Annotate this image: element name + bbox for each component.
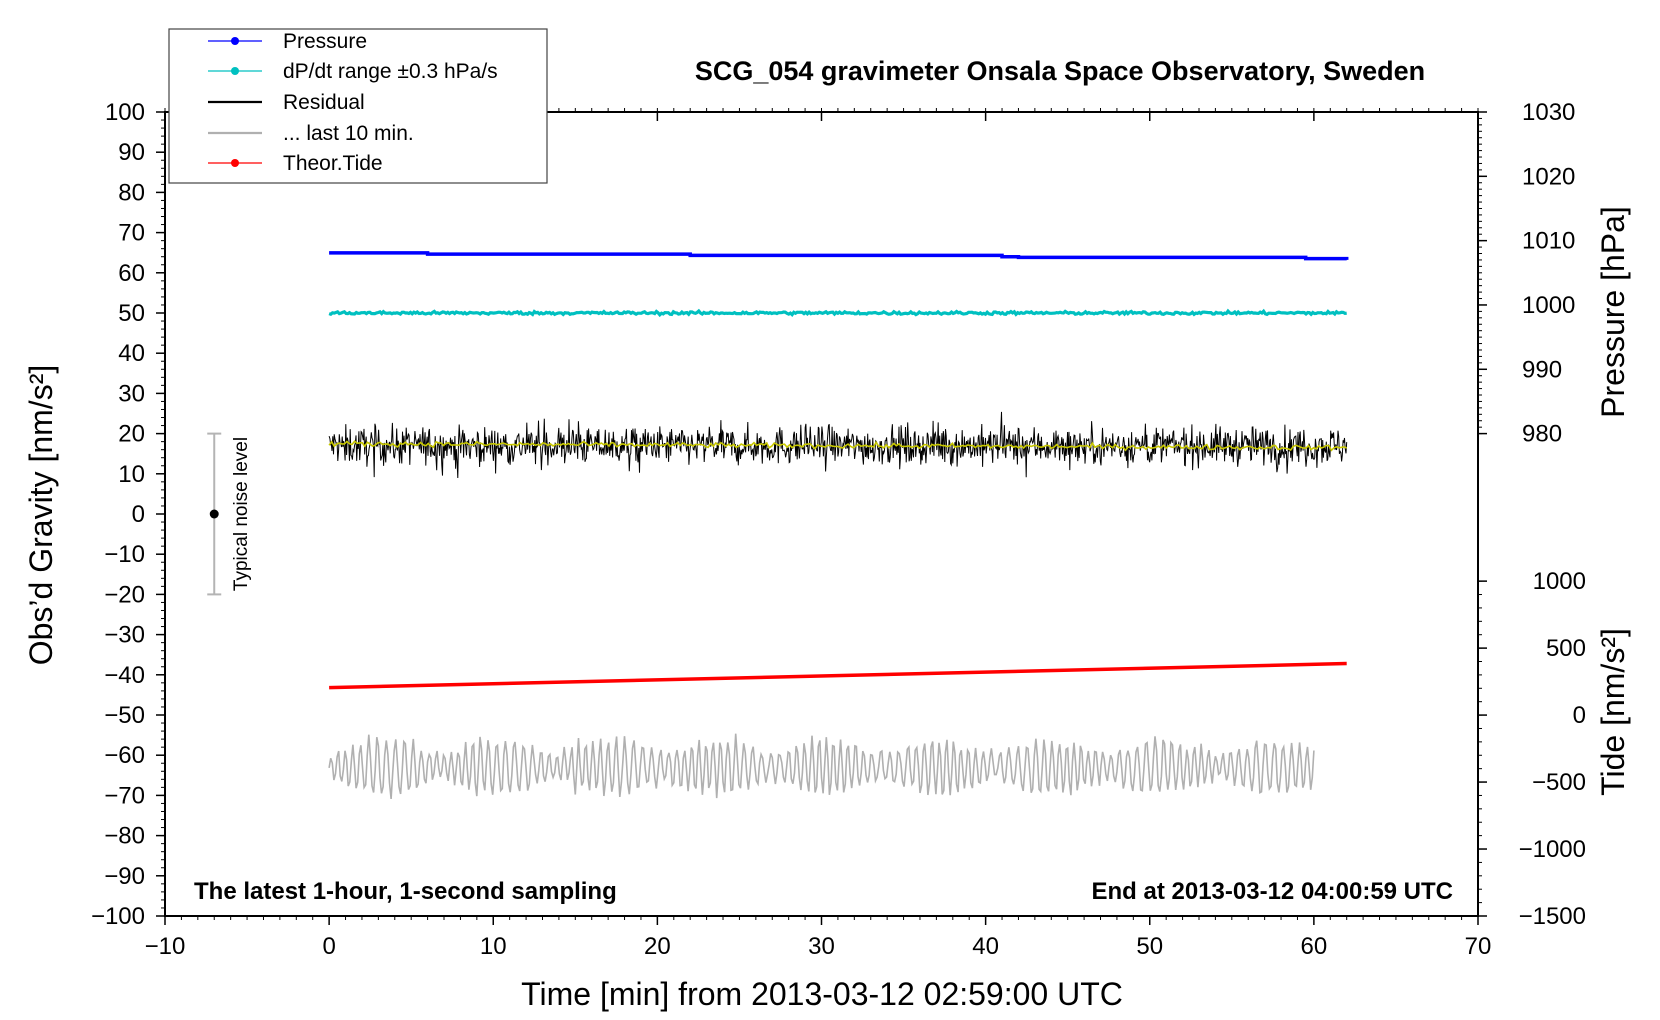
annotation-left: The latest 1-hour, 1-second sampling xyxy=(194,878,617,905)
series-residual-line xyxy=(328,411,1348,479)
y-left-tick-label: 60 xyxy=(118,260,145,287)
y-right-tide-tick-label: 1000 xyxy=(1533,568,1586,595)
y-axis-left-title: Obs’d Gravity [nm/s²] xyxy=(23,365,59,666)
y-right-pressure-tick-label: 1000 xyxy=(1522,292,1575,319)
x-tick-label: 10 xyxy=(480,933,507,960)
y-left-tick-label: 20 xyxy=(118,421,145,448)
y-axis-right-bottom-title: Tide [nm/s²] xyxy=(1595,628,1631,796)
x-tick-label: 20 xyxy=(644,933,671,960)
y-right-tide-tick-label: −1500 xyxy=(1519,903,1586,930)
legend-marker-pressure xyxy=(231,37,239,45)
x-tick-label: 30 xyxy=(808,933,835,960)
y-axis-right-top-title: Pressure [hPa] xyxy=(1595,206,1631,418)
y-left-tick-label: −50 xyxy=(104,702,145,729)
y-left-tick-label: 100 xyxy=(105,99,145,126)
legend-marker-dpdt xyxy=(231,67,239,75)
x-tick-label: 70 xyxy=(1465,933,1492,960)
legend-label-dpdt: dP/dt range ±0.3 hPa/s xyxy=(283,60,498,83)
x-tick-label: 60 xyxy=(1301,933,1328,960)
y-left-tick-label: 10 xyxy=(118,461,145,488)
legend-box xyxy=(168,28,548,184)
y-left-tick-label: 0 xyxy=(132,501,145,528)
y-left-tick-label: 40 xyxy=(118,340,145,367)
y-right-pressure-tick-label: 1030 xyxy=(1522,99,1575,126)
x-tick-label: −10 xyxy=(145,933,186,960)
y-left-tick-label: 30 xyxy=(118,380,145,407)
y-axis-left: 1009080706050403020100−10−20−30−40−50−60… xyxy=(91,99,165,930)
y-left-tick-label: 80 xyxy=(118,179,145,206)
y-left-tick-label: −30 xyxy=(104,622,145,649)
legend-marker-tide xyxy=(231,159,239,167)
series-tide-line xyxy=(329,661,1347,690)
y-right-tide-tick-label: 0 xyxy=(1573,702,1586,729)
y-right-tide-tick-label: −500 xyxy=(1532,769,1586,796)
series-layer xyxy=(207,251,1349,799)
y-right-tide-tick-label: 500 xyxy=(1546,635,1586,662)
y-left-tick-label: −100 xyxy=(91,903,145,930)
y-left-tick-label: −80 xyxy=(104,823,145,850)
legend-label-tide: Theor.Tide xyxy=(283,152,383,175)
noise-bar-center-point xyxy=(209,509,219,519)
legend-label-pressure: Pressure xyxy=(283,30,367,53)
x-axis-title: Time [min] from 2013-03-12 02:59:00 UTC xyxy=(521,976,1123,1012)
y-right-pressure-tick-label: 990 xyxy=(1522,356,1562,383)
annotation-right: End at 2013-03-12 04:00:59 UTC xyxy=(1092,878,1454,905)
x-tick-label: 50 xyxy=(1136,933,1163,960)
legend-label-residual: Residual xyxy=(283,91,365,114)
x-tick-label: 0 xyxy=(322,933,335,960)
y-right-pressure-tick-label: 980 xyxy=(1522,421,1562,448)
y-right-pressure-tick-label: 1020 xyxy=(1522,163,1575,190)
plot-frame xyxy=(164,111,1479,917)
y-left-tick-label: 70 xyxy=(118,220,145,247)
noise-bar-label: Typical noise level xyxy=(231,437,252,591)
series-residual-smoothed-line xyxy=(328,440,1347,452)
series-dpdt-line xyxy=(328,308,1347,318)
x-axis: −10 0 10 20 30 40 50 60 70 xyxy=(145,112,1492,960)
y-left-tick-label: 90 xyxy=(118,139,145,166)
chart-title: SCG_054 gravimeter Onsala Space Observat… xyxy=(695,56,1425,86)
y-axis-right: 1030 1020 1010 1000 990 980 1000 500 0 −500 −1000 −… xyxy=(1478,99,1586,930)
y-left-tick-label: −60 xyxy=(104,742,145,769)
legend-label-last10: ... last 10 min. xyxy=(283,122,414,145)
legend: Pressure dP/dt range ±0.3 hPa/s Residual… xyxy=(168,28,548,184)
minor-ticks xyxy=(161,108,1482,920)
y-right-pressure-tick-label: 1010 xyxy=(1522,228,1575,255)
x-tick-label: 40 xyxy=(972,933,999,960)
y-left-tick-label: 50 xyxy=(118,300,145,327)
y-left-tick-label: −20 xyxy=(104,581,145,608)
y-right-tide-tick-label: −1000 xyxy=(1519,836,1586,863)
y-left-tick-label: −90 xyxy=(104,863,145,890)
y-left-tick-label: −10 xyxy=(104,541,145,568)
series-last10-line xyxy=(328,733,1315,799)
series-pressure-line xyxy=(329,251,1349,261)
y-left-tick-label: −70 xyxy=(104,782,145,809)
y-left-tick-label: −40 xyxy=(104,662,145,689)
